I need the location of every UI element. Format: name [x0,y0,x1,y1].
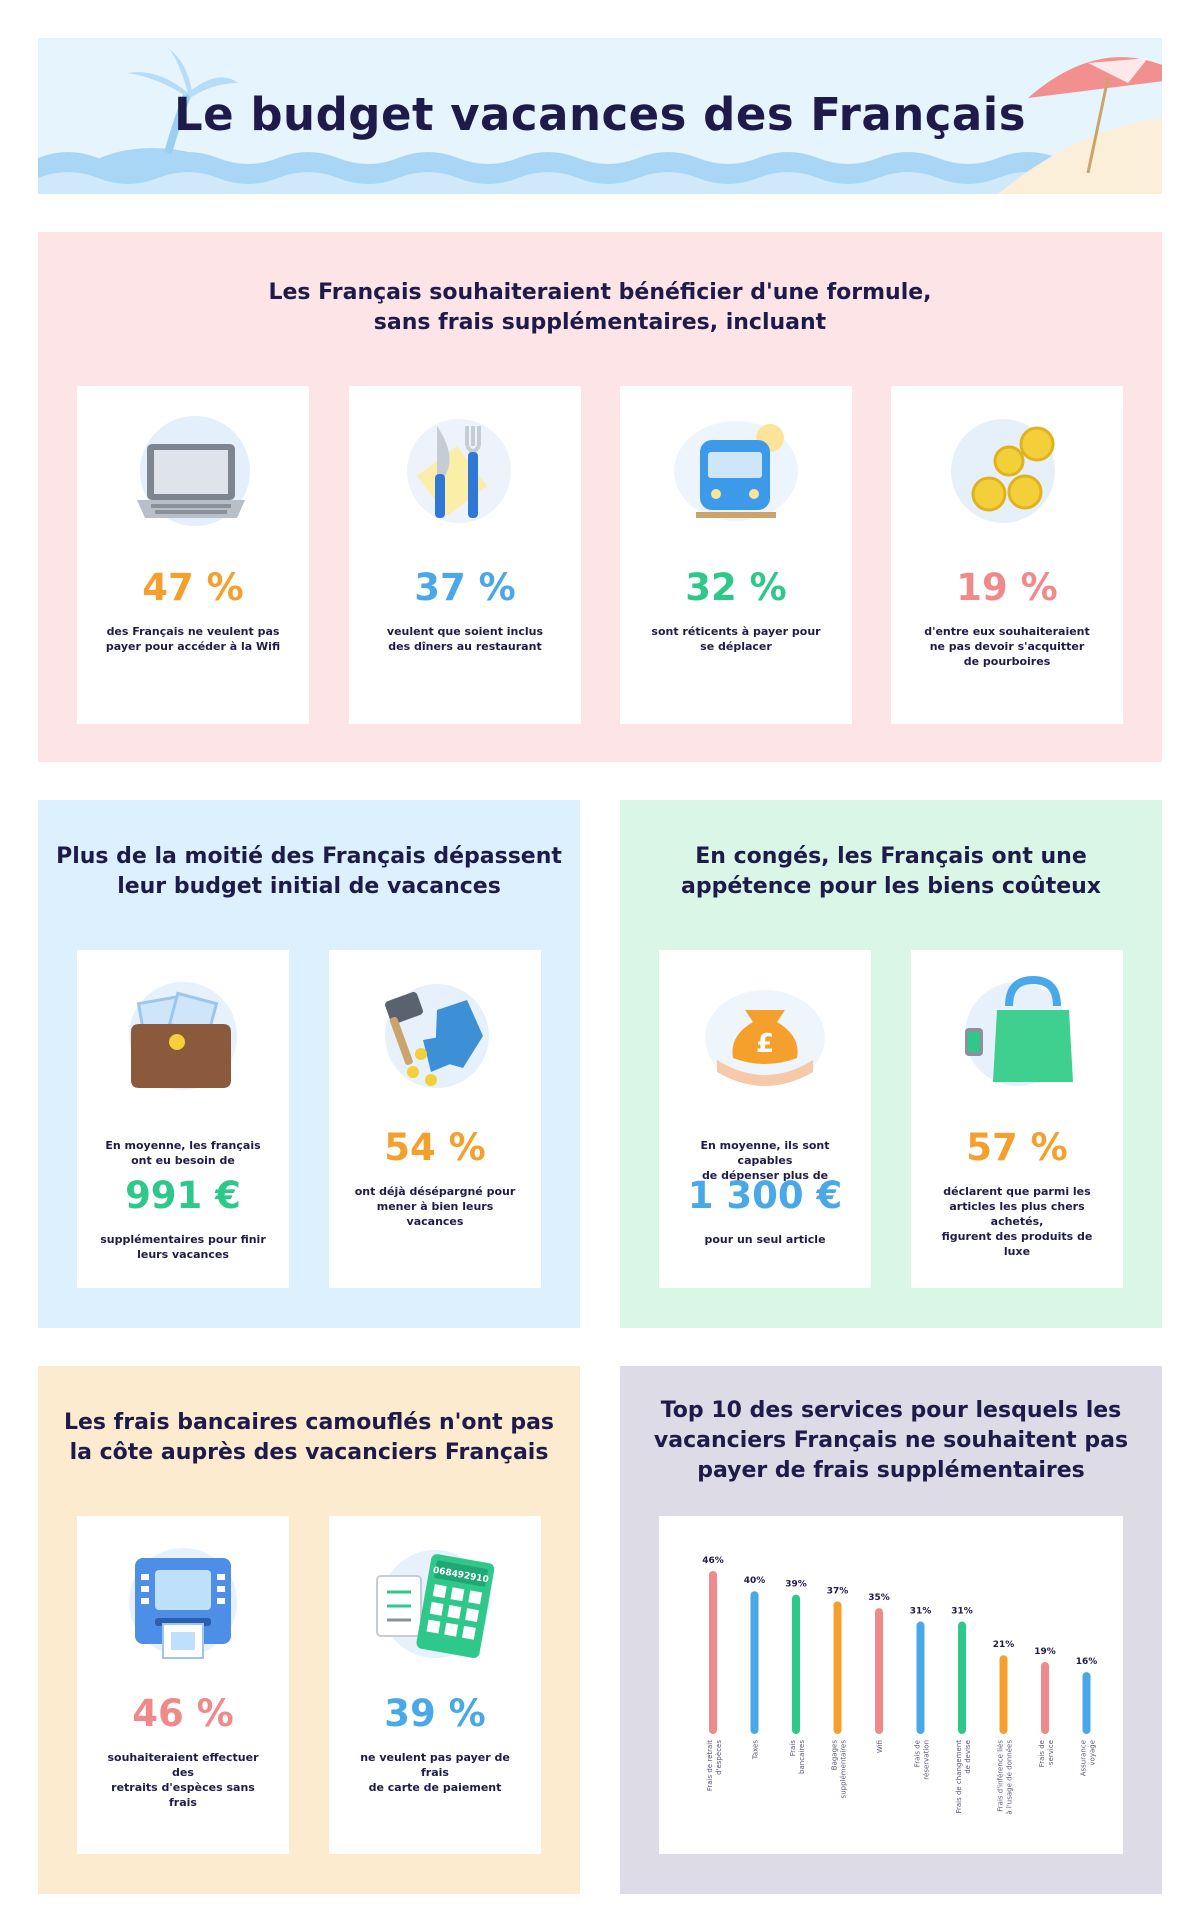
coins-icon [951,419,1055,523]
stat-card-savings: 54 % ont déjà désépargné pour mener à bi… [329,950,541,1288]
palm-leaf [168,48,192,93]
sand-shape [998,118,1162,194]
stat-card-tips: 19 % d'entre eux souhaiteraient ne pas d… [891,386,1123,724]
shopping-bag-icon [965,975,1073,1086]
stat-card-dinners: 37 % veulent que soient inclus des dîner… [349,386,581,724]
palm-leaf [128,72,188,96]
atm-icon [129,1548,237,1659]
section-title: En congés, les Français ont une appétenc… [681,844,1101,899]
section-top10-panel: Top 10 des services pour lesquels les va… [620,1366,1162,1894]
chart-category-label: Frais deservice [1038,1740,1055,1767]
chart-value-label: 39% [785,1580,807,1590]
palm-trunk [164,91,192,155]
stat-description: des Français ne veulent pas payer pour a… [105,625,281,653]
stat-percentage: 57 % [966,1126,1068,1169]
stat-description: ne veulent pas payer de frais de carte d… [360,1751,510,1794]
cutlery-icon [407,419,511,523]
page-title: Le budget vacances des Français [173,88,1027,141]
chart-category-label: Fraisbancaires [789,1740,806,1774]
chart-category-label: Bagagessupplémentaires [831,1740,848,1799]
stat-intro: En moyenne, les français ont eu besoin d… [105,1139,261,1167]
stat-description: pour un seul article [704,1233,826,1246]
chart-category-label: Assurancevoyage [1080,1740,1097,1776]
stat-card-spending: £ En moyenne, ils sont capables de dépen… [659,950,871,1288]
section-title-line: sans frais supplémentaires, incluant [373,310,827,335]
section-budget-panel: Plus de la moitié des Français dépassent… [38,800,580,1328]
header-banner: Le budget vacances des Français [38,38,1162,194]
chart-category-label: Frais d'inférence liésà l'usage de donné… [997,1740,1014,1815]
chart-title: Top 10 des services pour lesquels les va… [653,1398,1129,1483]
wave-shape [38,172,1162,194]
stat-percentage: 54 % [384,1126,486,1169]
chart-value-label: 35% [868,1593,890,1603]
section-formula-panel: Les Français souhaiteraient bénéficier d… [38,232,1162,762]
stat-description: sont réticents à payer pour se déplacer [651,625,821,653]
stat-percentage: 37 % [414,566,516,609]
section-title: Plus de la moitié des Français dépassent… [56,844,562,899]
section-title: Les Français souhaiteraient bénéficier d… [48,278,1152,338]
chart-category-label: Frais de retraitd'espèces [706,1740,723,1791]
stat-card-wifi: 47 % des Français ne veulent pas payer p… [77,386,309,724]
stat-description: veulent que soient inclus des dîners au … [386,625,544,653]
stat-percentage: 19 % [956,566,1058,609]
chart-value-label: 46% [702,1556,724,1566]
stat-percentage: 39 % [384,1692,486,1735]
section-bank-fees-panel: Les frais bancaires camouflés n'ont pas … [38,1366,580,1894]
stat-description: ont déjà désépargné pour mener à bien le… [354,1185,516,1228]
svg-text:£: £ [756,1029,774,1059]
chart-category-label: Frais deréservation [914,1740,931,1780]
chart-category-label: Wifi [876,1740,884,1753]
chart-category-label: Frais de changementde devise [955,1740,972,1814]
stat-card-transport: 32 % sont réticents à payer pour se dépl… [620,386,852,724]
section-title: Les frais bancaires camouflés n'ont pas … [63,1410,555,1465]
stat-percentage: 32 % [685,566,787,609]
train-icon [674,421,798,521]
chart-value-label: 21% [993,1640,1015,1650]
chart-value-label: 40% [744,1576,766,1586]
money-bag-icon: £ [705,990,825,1086]
piggy-bank-hammer-icon [385,984,489,1088]
palm-leaf [188,77,238,98]
stat-percentage: 46 % [132,1692,234,1735]
stat-card-atm: 46 % souhaiteraient effectuer des retrai… [77,1516,289,1854]
chart-category-label: Taxes [752,1740,760,1761]
stat-card-card-fees: 068492910 39 % ne veulent pas payer de f… [329,1516,541,1854]
stat-description: d'entre eux souhaiteraient ne pas devoir… [924,625,1090,668]
chart-value-label: 31% [951,1607,973,1617]
stat-amount: 1 300 € [687,1174,843,1217]
stat-description: supplémentaires pour finir leurs vacance… [100,1233,266,1261]
beach-scene-illustration [38,48,1162,194]
laptop-icon [137,416,250,526]
chart-value-label: 31% [910,1607,932,1617]
stat-card-luxury: 57 % déclarent que parmi les articles le… [911,950,1123,1288]
stat-description: souhaiteraient effectuer des retraits d'… [107,1751,259,1809]
calculator-icon: 068492910 [376,1550,495,1658]
wallet-icon [129,982,237,1090]
stat-card-overspend: En moyenne, les français ont eu besoin d… [77,950,289,1288]
chart-value-label: 37% [827,1586,849,1596]
stat-amount: 991 € [125,1174,241,1217]
section-luxury-panel: En congés, les Français ont une appétenc… [620,800,1162,1328]
stat-percentage: 47 % [142,566,244,609]
chart-value-label: 19% [1034,1647,1056,1657]
chart-value-label: 16% [1076,1657,1098,1667]
chart-card: 46% Frais de retraitd'espèces 40% Taxes 39% F… [659,1516,1123,1854]
stat-intro: En moyenne, ils sont capables de dépense… [700,1139,830,1182]
section-title-line: Les Français souhaiteraient bénéficier d… [268,280,932,305]
top10-bar-chart: 46% Frais de retraitd'espèces 40% Taxes 39% F… [702,1556,1098,1815]
stat-description: déclarent que parmi les articles les plu… [941,1185,1093,1258]
